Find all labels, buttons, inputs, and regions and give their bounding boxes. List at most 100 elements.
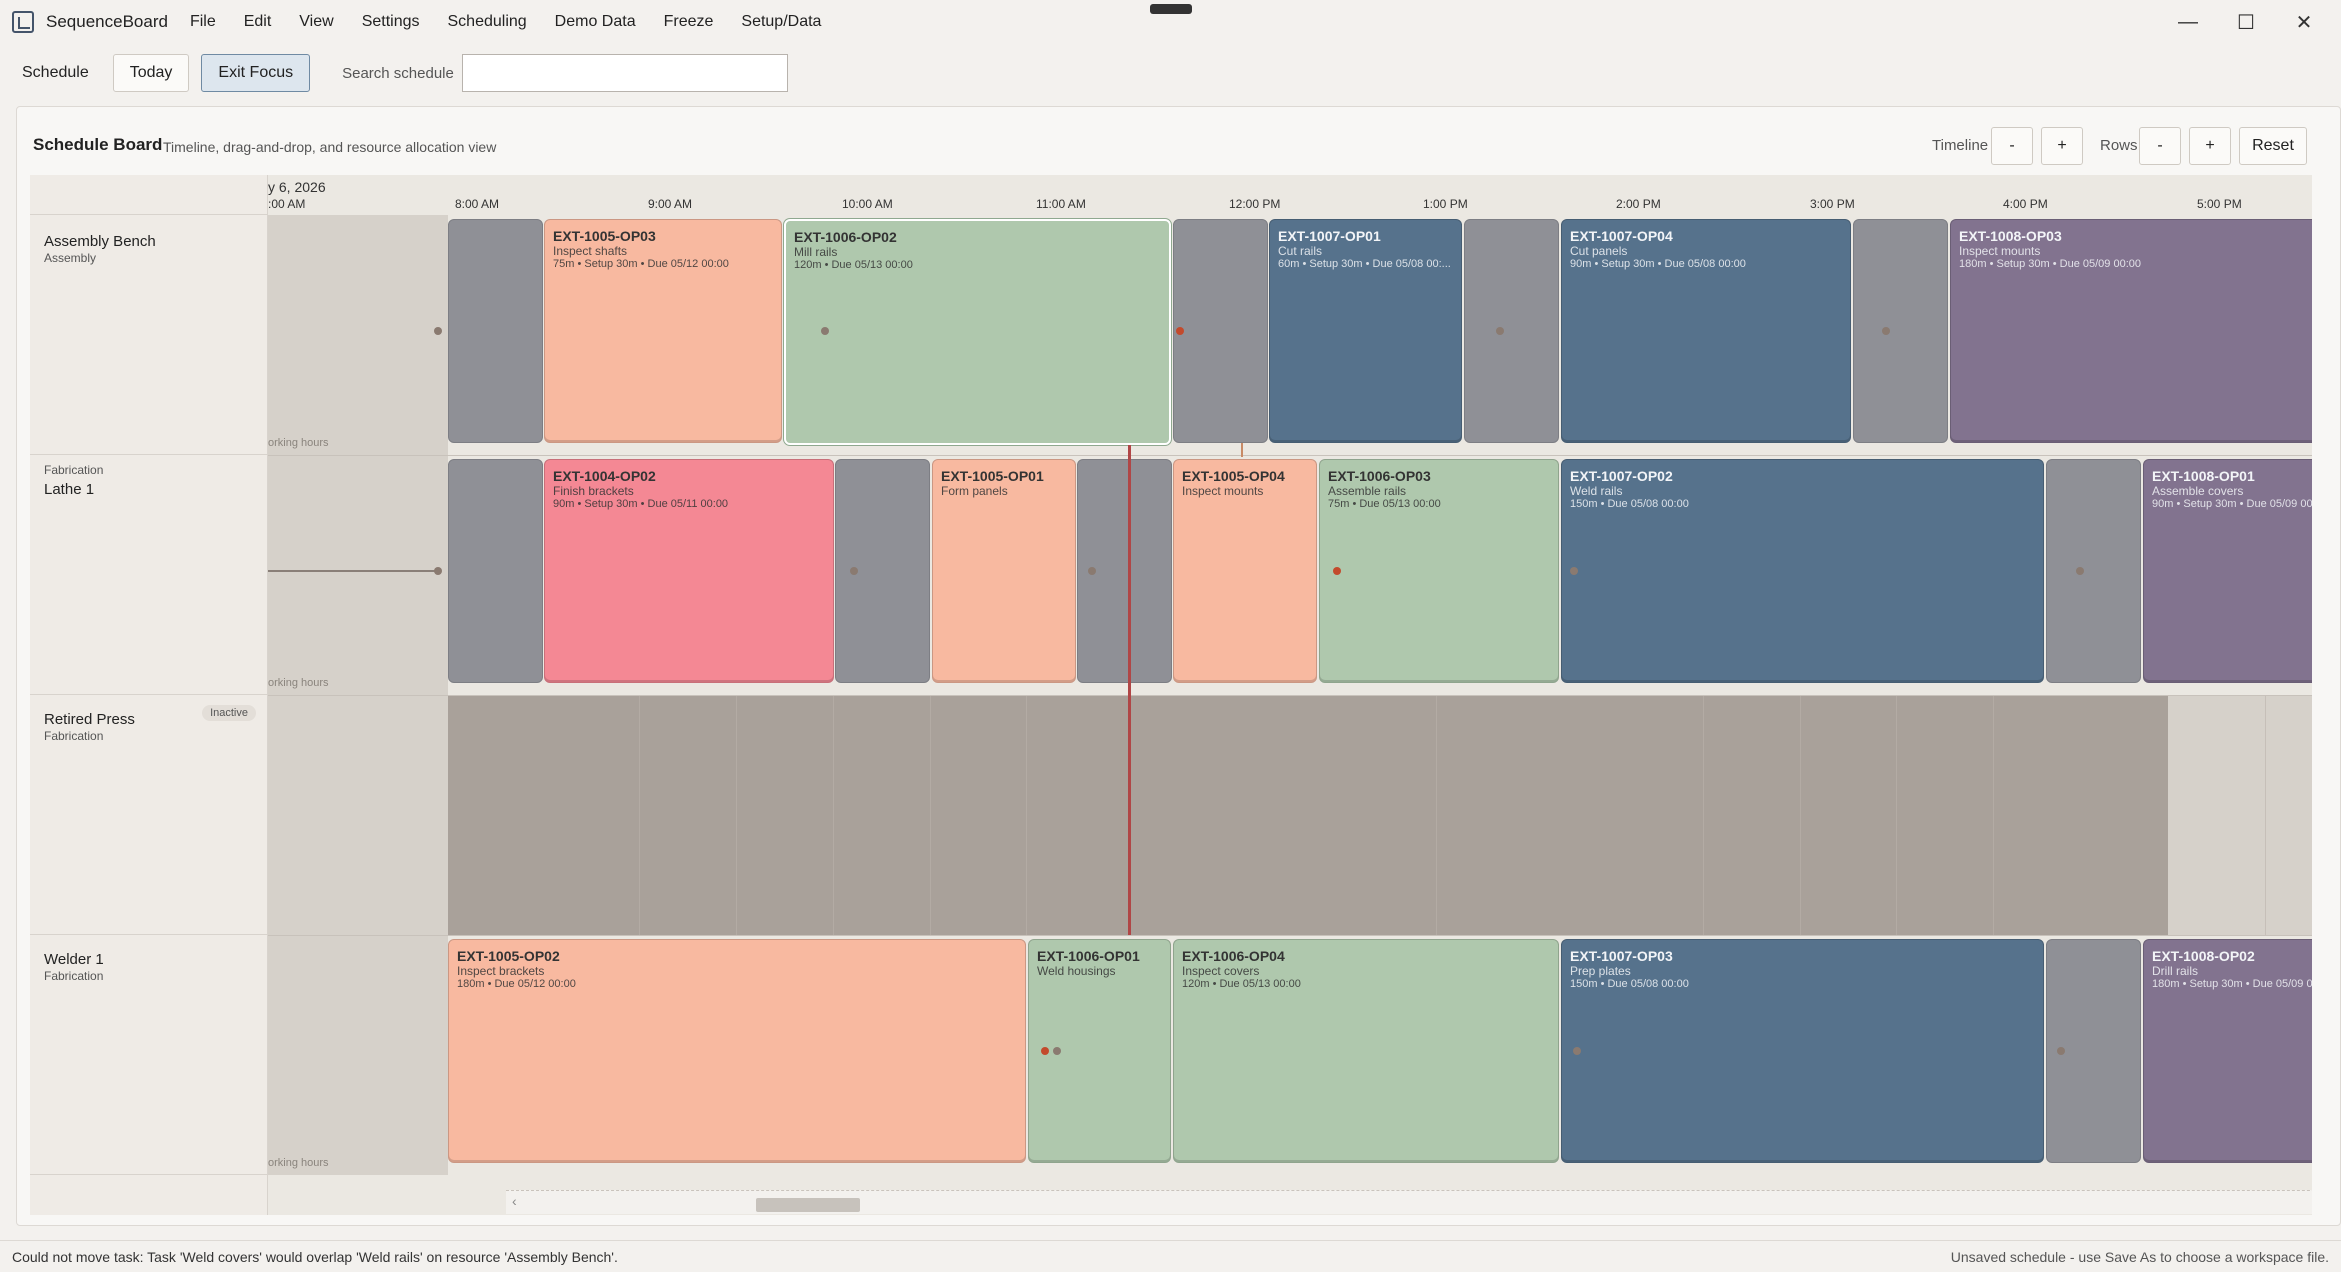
dependency-line: [268, 570, 438, 572]
task-bar-selected[interactable]: EXT-1006-OP02 Mill rails 120m • Due 05/1…: [784, 219, 1171, 445]
task-bar[interactable]: EXT-1006-OP04 Inspect covers 120m • Due …: [1173, 939, 1559, 1163]
resource-row-lathe-1[interactable]: Fabrication Lathe 1: [30, 455, 268, 695]
minimize-icon[interactable]: —: [2178, 10, 2198, 33]
task-id: EXT-1005-OP02: [457, 948, 560, 964]
schedule-tab[interactable]: Schedule: [0, 54, 99, 92]
search-input[interactable]: [461, 54, 788, 92]
app-logo-icon: [12, 11, 34, 33]
resource-row-retired-press[interactable]: Retired Press Fabrication Inactive: [30, 695, 268, 935]
setup-gap-block[interactable]: [2046, 459, 2141, 683]
task-id: EXT-1005-OP03: [553, 228, 656, 244]
task-bar[interactable]: EXT-1008-OP03 Inspect mounts 180m • Setu…: [1950, 219, 2312, 443]
dependency-marker: [1176, 327, 1184, 335]
dependency-marker: [1053, 1047, 1061, 1055]
setup-gap-block[interactable]: [448, 219, 543, 443]
menu-scheduling[interactable]: Scheduling: [447, 13, 527, 30]
timeline-zoom-out-button[interactable]: -: [1991, 127, 2033, 165]
resource-name: Lathe 1: [44, 481, 95, 498]
menu-edit[interactable]: Edit: [243, 13, 272, 30]
non-working-label: orking hours: [268, 677, 329, 689]
task-bar[interactable]: EXT-1005-OP02 Inspect brackets 180m • Du…: [448, 939, 1026, 1163]
resource-name: Retired Press: [44, 711, 135, 728]
time-label: 1:00 PM: [1423, 197, 1468, 211]
task-name: Prep plates: [1570, 964, 1631, 978]
row-separator: [268, 695, 2312, 696]
inactive-badge: Inactive: [202, 705, 256, 721]
rows-zoom-in-button[interactable]: +: [2189, 127, 2231, 165]
setup-gap-block[interactable]: [1173, 219, 1268, 443]
task-meta: 180m • Setup 30m • Due 05/09 00:00: [2152, 978, 2312, 990]
menu-file[interactable]: File: [189, 13, 216, 30]
dependency-marker: [2057, 1047, 2065, 1055]
rows-zoom-label: Rows: [2100, 137, 2138, 154]
close-icon[interactable]: ✕: [2295, 11, 2313, 34]
menu-setup-data[interactable]: Setup/Data: [741, 13, 822, 30]
setup-gap-block[interactable]: [1853, 219, 1948, 443]
gridline: [930, 695, 931, 935]
gridline: [1896, 695, 1897, 935]
gridline: [1703, 695, 1704, 935]
task-bar[interactable]: EXT-1006-OP01 Weld housings: [1028, 939, 1171, 1163]
task-bar[interactable]: EXT-1005-OP01 Form panels: [932, 459, 1076, 683]
setup-gap-block[interactable]: [1464, 219, 1559, 443]
menu-demo-data[interactable]: Demo Data: [554, 13, 636, 30]
task-meta: 180m • Due 05/12 00:00: [457, 978, 576, 990]
dependency-marker: [821, 327, 829, 335]
task-name: Form panels: [941, 484, 1008, 498]
task-name: Finish brackets: [553, 484, 634, 498]
rows-zoom-out-button[interactable]: -: [2139, 127, 2181, 165]
timeline-zoom-in-button[interactable]: +: [2041, 127, 2083, 165]
task-bar[interactable]: EXT-1005-OP04 Inspect mounts: [1173, 459, 1317, 683]
task-bar[interactable]: EXT-1007-OP03 Prep plates 150m • Due 05/…: [1561, 939, 2044, 1163]
gridline: [1993, 695, 1994, 935]
status-message: Could not move task: Task 'Weld covers' …: [12, 1249, 618, 1265]
timeline-area[interactable]: y 6, 2026 :00 AM 8:00 AM 9:00 AM 10:00 A…: [268, 175, 2312, 1215]
task-bar[interactable]: EXT-1008-OP02 Drill rails 180m • Setup 3…: [2143, 939, 2312, 1163]
task-meta: 120m • Due 05/13 00:00: [794, 259, 913, 271]
row-separator: [268, 455, 2312, 456]
horizontal-scrollbar[interactable]: ‹ ›: [506, 1190, 2312, 1214]
task-meta: 60m • Setup 30m • Due 05/08 00:...: [1278, 258, 1451, 270]
resource-row-welder-1[interactable]: Welder 1 Fabrication: [30, 935, 268, 1175]
task-name: Assemble covers: [2152, 484, 2244, 498]
task-bar[interactable]: EXT-1007-OP04 Cut panels 90m • Setup 30m…: [1561, 219, 1851, 443]
task-bar[interactable]: EXT-1007-OP02 Weld rails 150m • Due 05/0…: [1561, 459, 2044, 683]
task-name: Drill rails: [2152, 964, 2198, 978]
resource-row-assembly-bench[interactable]: Assembly Bench Assembly: [30, 215, 268, 455]
today-button[interactable]: Today: [112, 54, 190, 92]
menu-view[interactable]: View: [299, 13, 334, 30]
inactive-zone: [448, 695, 2168, 935]
exit-focus-button[interactable]: Exit Focus: [201, 54, 311, 92]
gridline: [736, 695, 737, 935]
dependency-marker: [850, 567, 858, 575]
task-name: Inspect mounts: [1959, 244, 2041, 258]
gridline: [639, 695, 640, 935]
task-meta: 120m • Due 05/13 00:00: [1182, 978, 1301, 990]
dependency-marker: [1570, 567, 1578, 575]
setup-gap-block[interactable]: [448, 459, 543, 683]
time-label: 11:00 AM: [1036, 197, 1086, 211]
scroll-left-icon[interactable]: ‹: [512, 1193, 517, 1209]
gridline: [2265, 695, 2266, 935]
task-bar[interactable]: EXT-1008-OP01 Assemble covers 90m • Setu…: [2143, 459, 2312, 683]
task-bar[interactable]: EXT-1004-OP02 Finish brackets 90m • Setu…: [544, 459, 834, 683]
task-name: Assemble rails: [1328, 484, 1407, 498]
task-meta: 75m • Setup 30m • Due 05/12 00:00: [553, 258, 729, 270]
menu-settings[interactable]: Settings: [361, 13, 420, 30]
reset-button[interactable]: Reset: [2239, 127, 2307, 165]
time-label: :00 AM: [268, 197, 306, 211]
task-meta: 75m • Due 05/13 00:00: [1328, 498, 1441, 510]
current-time-line: [1128, 445, 1131, 935]
dependency-marker: [1496, 327, 1504, 335]
window-drag-handle[interactable]: [1150, 4, 1192, 14]
menu-freeze[interactable]: Freeze: [663, 13, 714, 30]
task-id: EXT-1006-OP03: [1328, 468, 1431, 484]
resource-group: Fabrication: [44, 969, 104, 983]
task-bar[interactable]: EXT-1006-OP03 Assemble rails 75m • Due 0…: [1319, 459, 1559, 683]
task-id: EXT-1006-OP02: [794, 229, 897, 245]
task-bar[interactable]: EXT-1005-OP03 Inspect shafts 75m • Setup…: [544, 219, 782, 443]
maximize-icon[interactable]: ☐: [2237, 11, 2255, 34]
task-bar[interactable]: EXT-1007-OP01 Cut rails 60m • Setup 30m …: [1269, 219, 1462, 443]
non-working-zone: [268, 935, 448, 1175]
scrollbar-thumb[interactable]: [756, 1198, 860, 1212]
